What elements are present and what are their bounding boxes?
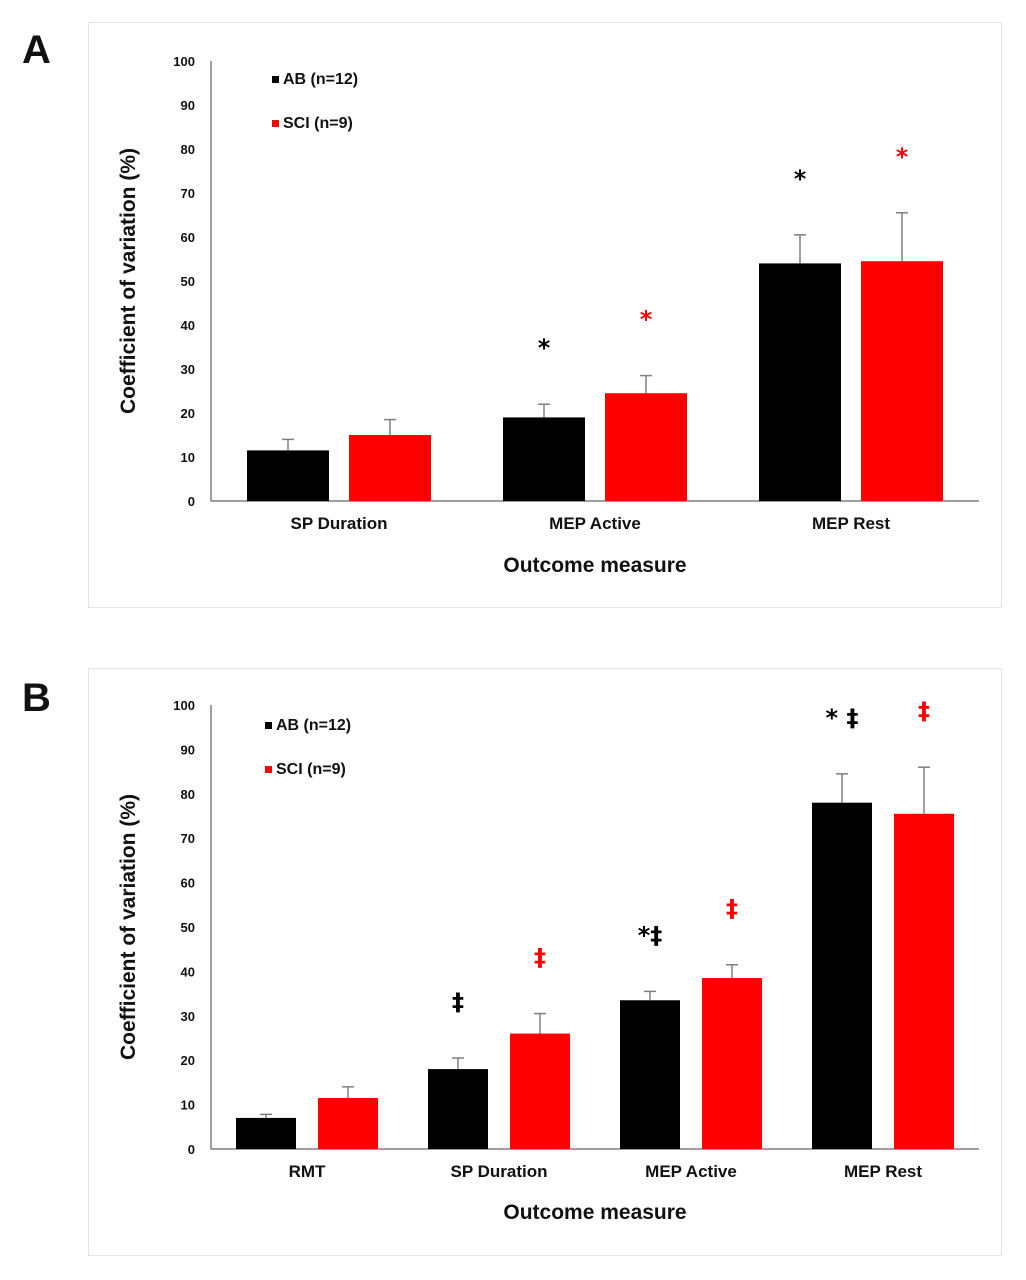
legend-swatch — [265, 722, 272, 729]
bar — [861, 261, 943, 501]
category-label: MEP Active — [549, 514, 641, 533]
bar — [503, 417, 585, 501]
y-tick-label: 100 — [173, 54, 195, 69]
x-axis-title: Outcome measure — [503, 1201, 686, 1224]
chart-panel-b: 0 10 20 30 40 50 60 70 80 90 100 Coefficient of var… — [88, 668, 1002, 1256]
bar — [428, 1069, 488, 1149]
bar — [702, 978, 762, 1149]
bar — [894, 813, 954, 1149]
y-tick-label: 10 — [181, 450, 195, 465]
legend-label: AB (n=12) — [283, 71, 358, 88]
panel-label-b: B — [22, 676, 51, 720]
bar — [247, 450, 329, 501]
y-axis-title: Coefficient of variation (%) — [117, 794, 140, 1060]
significance-mark: * — [794, 165, 807, 193]
y-tick-label: 60 — [181, 876, 195, 891]
y-tick-label: 70 — [181, 831, 195, 846]
chart-panel-a: 0 10 20 30 40 50 60 70 80 90 100 Coefficient of var… — [88, 22, 1002, 608]
significance-mark: * — [640, 306, 653, 334]
bar — [236, 1117, 296, 1149]
category-label: MEP Active — [645, 1162, 737, 1181]
legend-label: SCI (n=9) — [276, 761, 346, 778]
y-tick-label: 30 — [181, 362, 195, 377]
panel-label-a: A — [22, 28, 51, 72]
bar — [759, 263, 841, 501]
significance-mark: * ‡ — [826, 704, 859, 732]
significance-mark: *‡ — [638, 921, 663, 949]
legend-label: SCI (n=9) — [283, 115, 353, 132]
y-tick-label: 70 — [181, 186, 195, 201]
y-tick-label: 10 — [181, 1098, 195, 1113]
bar — [510, 1033, 570, 1149]
legend-swatch — [272, 120, 279, 127]
legend-swatch — [272, 76, 279, 83]
legend-label: AB (n=12) — [276, 717, 351, 734]
significance-mark: ‡ — [918, 697, 930, 725]
significance-mark: * — [896, 143, 909, 171]
y-tick-label: 60 — [181, 230, 195, 245]
category-label: SP Duration — [451, 1162, 548, 1181]
significance-mark: ‡ — [452, 988, 464, 1016]
significance-mark: ‡ — [726, 895, 738, 923]
y-tick-label: 0 — [188, 494, 195, 509]
bar — [812, 802, 872, 1149]
bar — [318, 1097, 378, 1149]
bar-chart-a: 0 10 20 30 40 50 60 70 80 90 100 Coefficient of var… — [117, 54, 979, 577]
y-tick-label: 80 — [181, 787, 195, 802]
significance-mark: * — [538, 334, 551, 362]
bar — [605, 393, 687, 501]
category-label: MEP Rest — [844, 1162, 922, 1181]
y-tick-label: 20 — [181, 1053, 195, 1068]
y-tick-label: 50 — [181, 274, 195, 289]
x-axis-title: Outcome measure — [503, 554, 686, 577]
category-label: SP Duration — [291, 514, 388, 533]
bar — [349, 435, 431, 501]
y-tick-label: 100 — [173, 698, 195, 713]
y-tick-label: 90 — [181, 742, 195, 757]
legend-swatch — [265, 766, 272, 773]
bar-chart-b: 0 10 20 30 40 50 60 70 80 90 100 Coefficient of var… — [117, 697, 979, 1224]
y-tick-label: 40 — [181, 318, 195, 333]
y-tick-label: 50 — [181, 920, 195, 935]
y-axis-title: Coefficient of variation (%) — [117, 148, 140, 414]
category-label: MEP Rest — [812, 514, 890, 533]
bar — [620, 1000, 680, 1149]
y-tick-label: 40 — [181, 964, 195, 979]
y-tick-label: 80 — [181, 142, 195, 157]
significance-mark: ‡ — [534, 944, 546, 972]
y-tick-label: 0 — [188, 1142, 195, 1157]
category-label: RMT — [289, 1162, 326, 1181]
y-tick-label: 90 — [181, 98, 195, 113]
y-tick-label: 20 — [181, 406, 195, 421]
y-tick-label: 30 — [181, 1009, 195, 1024]
